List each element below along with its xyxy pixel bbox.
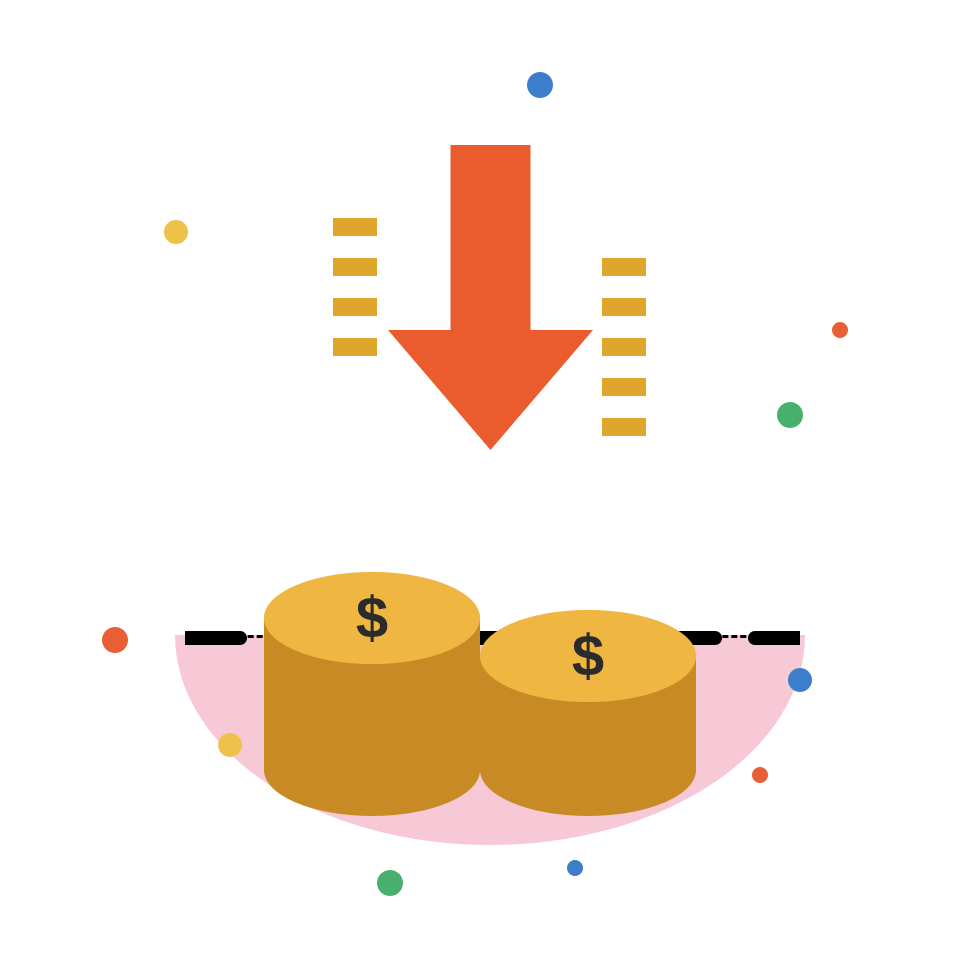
dash-column-left <box>333 218 377 356</box>
decorative-dot <box>527 72 553 98</box>
dash-segment <box>333 298 377 316</box>
decorative-dot <box>102 627 128 653</box>
decorative-dot <box>218 733 242 757</box>
decorative-dot <box>832 322 848 338</box>
coin-dollar-symbol: $ <box>356 586 388 651</box>
decorative-dot <box>752 767 768 783</box>
coin-dollar-symbol: $ <box>572 624 604 689</box>
dash-column-right <box>602 258 646 436</box>
decorative-dot <box>164 220 188 244</box>
dash-segment <box>333 258 377 276</box>
coin-stack-right: $ <box>480 600 696 816</box>
coin-stack-left: $ <box>264 562 480 816</box>
decorative-dot <box>777 402 803 428</box>
decorative-dot <box>567 860 583 876</box>
money-down-infographic: $ $ <box>0 0 980 980</box>
dash-segment <box>602 418 646 436</box>
decorative-dot <box>788 668 812 692</box>
dash-segment <box>602 298 646 316</box>
decorative-dot <box>377 870 403 896</box>
down-arrow-icon <box>388 145 593 450</box>
dash-segment <box>333 218 377 236</box>
dash-segment <box>333 338 377 356</box>
dash-segment <box>602 378 646 396</box>
dash-segment <box>602 258 646 276</box>
dash-segment <box>602 338 646 356</box>
